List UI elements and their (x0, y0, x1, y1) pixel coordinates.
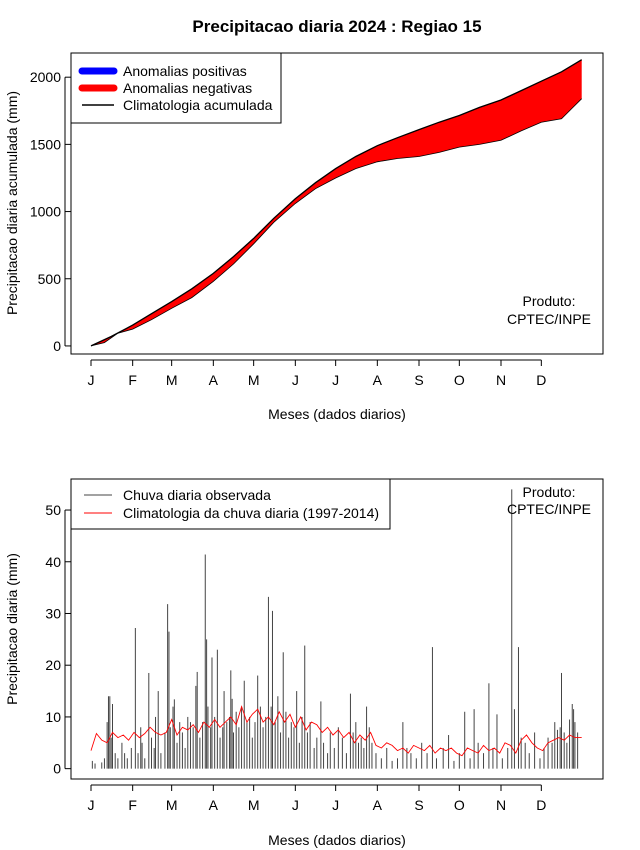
x-tick-label: F (128, 372, 137, 388)
y-tick-label: 1000 (30, 204, 61, 220)
observed-accumulated-line (90, 98, 582, 347)
daily-climatology-line (90, 705, 582, 757)
legend-label-negative: Anomalias negativas (123, 80, 252, 96)
x-tick-label: M (248, 797, 260, 813)
x-tick-label: S (414, 372, 423, 388)
credit-note: Produto: CPTEC/INPE (507, 293, 591, 327)
y-tick-label: 500 (38, 271, 62, 287)
legend-label-positive: Anomalias positivas (123, 63, 247, 79)
x-tick-label: O (454, 797, 465, 813)
x-tick-label: M (166, 797, 178, 813)
legend: Anomalias positivas Anomalias negativas … (70, 52, 282, 124)
y-tick-label: 30 (45, 605, 61, 621)
x-tick-label: J (292, 372, 299, 388)
y-axis: 0 500 1000 1500 2000 (30, 69, 71, 354)
x-tick-label: A (373, 797, 383, 813)
x-tick-label: J (88, 372, 95, 388)
figure-title: Precipitacao diaria 2024 : Regiao 15 (192, 17, 481, 36)
y-tick-label: 1500 (30, 136, 61, 152)
x-tick-label: J (332, 372, 339, 388)
x-tick-label: J (88, 797, 95, 813)
x-tick-label: A (209, 372, 219, 388)
y-tick-label: 0 (53, 761, 61, 777)
y-tick-label: 0 (53, 338, 61, 354)
x-tick-label: F (128, 797, 137, 813)
daily-chart: 0 10 20 30 40 50 J F M A M J J A S O N D Precipitacao di… (4, 478, 604, 848)
y-axis-label: Precipitacao diaria acumulada (mm) (4, 91, 20, 315)
credit-line-2: CPTEC/INPE (507, 311, 591, 327)
y-tick-label: 20 (45, 657, 61, 673)
legend: Chuva diaria observada Climatologia da c… (70, 478, 391, 530)
credit-line-2: CPTEC/INPE (507, 501, 591, 517)
x-tick-label: N (496, 372, 506, 388)
daily-bars-layer (91, 489, 579, 769)
accumulated-chart: 0 500 1000 1500 2000 J F M A M J J A S O N D Precipitac… (4, 52, 604, 422)
x-tick-label: O (454, 372, 465, 388)
legend-label-climatology: Climatologia da chuva diaria (1997-2014) (123, 505, 379, 521)
legend-box (70, 478, 391, 530)
x-tick-label: D (536, 372, 546, 388)
x-tick-label: M (166, 372, 178, 388)
legend-label-climatology: Climatologia acumulada (123, 97, 273, 113)
y-axis: 0 10 20 30 40 50 (45, 502, 71, 777)
x-tick-label: A (373, 372, 383, 388)
x-tick-label: J (332, 797, 339, 813)
x-axis-label: Meses (dados diarios) (268, 406, 406, 422)
anomaly-fill-layer (91, 59, 582, 346)
y-tick-label: 10 (45, 709, 61, 725)
y-axis-label: Precipitacao diaria (mm) (4, 553, 20, 705)
y-tick-label: 2000 (30, 69, 61, 85)
x-axis-label: Meses (dados diarios) (268, 832, 406, 848)
x-tick-label: A (209, 797, 219, 813)
accumulated-lines-layer (90, 59, 583, 347)
climatology-accumulated-line (90, 59, 583, 347)
x-tick-label: J (292, 797, 299, 813)
x-tick-label: S (414, 797, 423, 813)
x-tick-label: N (496, 797, 506, 813)
plot-frame (70, 52, 604, 355)
x-tick-label: D (536, 797, 546, 813)
daily-climatology-layer (90, 705, 582, 757)
legend-label-observed: Chuva diaria observada (123, 487, 271, 503)
anomaly-negative-area (91, 59, 582, 346)
credit-note: Produto: CPTEC/INPE (507, 484, 591, 517)
x-tick-label: M (248, 372, 260, 388)
credit-line-1: Produto: (523, 293, 576, 309)
credit-line-1: Produto: (523, 484, 576, 500)
y-tick-label: 40 (45, 554, 61, 570)
y-tick-label: 50 (45, 502, 61, 518)
